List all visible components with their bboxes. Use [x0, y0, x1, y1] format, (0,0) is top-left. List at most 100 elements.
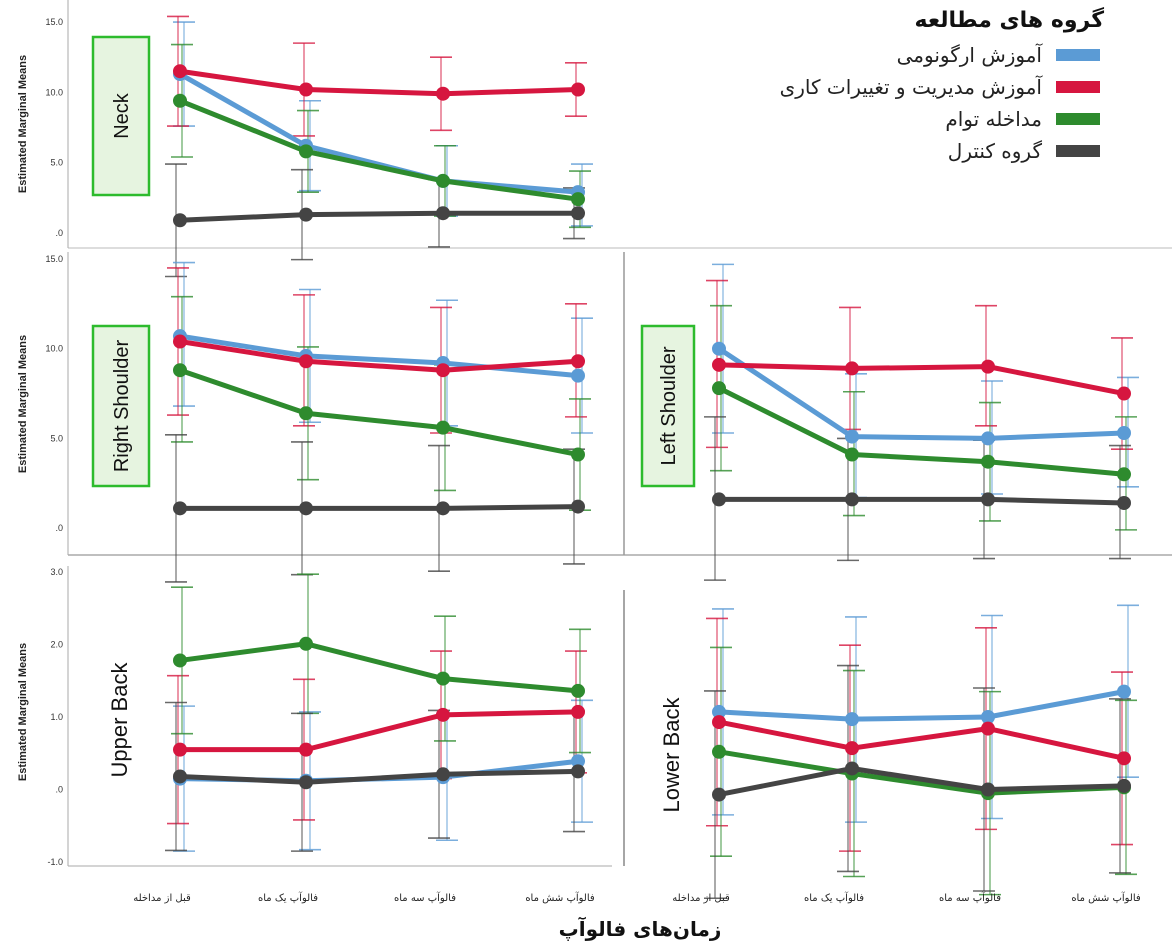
data-point-control — [1117, 495, 1131, 510]
data-point-control — [299, 501, 313, 516]
y-tick-label: -1.0 — [47, 857, 63, 867]
data-point-ergonomics — [981, 431, 995, 446]
data-point-management — [299, 354, 313, 369]
data-point-ergonomics — [712, 704, 726, 719]
data-point-combined — [712, 381, 726, 396]
chart-panel-left-shoulder: Left Shoulder — [640, 263, 1139, 581]
series-line-control — [719, 496, 1125, 506]
y-axis-title: Estimated Marginal Means — [17, 55, 29, 193]
data-point-management — [436, 707, 450, 722]
chart-panel-neck: 15.0 10.0 5.0 .0 Neck — [45, 15, 593, 278]
data-point-control — [436, 501, 450, 516]
panel-title: Right Shoulder — [111, 340, 133, 473]
data-point-control — [712, 787, 726, 802]
series-line-management — [180, 709, 579, 753]
legend-title: گروه های مطالعه — [914, 8, 1104, 33]
chart-panel-upper-back: 3.0 2.0 1.0 .0 -1.0 Upper Back — [47, 567, 593, 867]
series-line-ergonomics — [718, 689, 1125, 722]
data-point-combined — [571, 683, 585, 698]
data-point-combined — [173, 93, 187, 108]
data-point-management — [571, 354, 585, 369]
data-point-control — [173, 213, 187, 228]
series-line-management — [718, 362, 1125, 396]
y-tick-label: 10.0 — [45, 344, 63, 354]
data-point-ergonomics — [845, 712, 859, 727]
data-point-management — [173, 742, 187, 757]
data-point-ergonomics — [981, 710, 995, 724]
y-tick-label: 1.0 — [50, 712, 63, 722]
legend-item-combined: مداخله توام — [690, 103, 1100, 135]
data-point-control — [712, 492, 726, 507]
panel-label-box — [91, 35, 151, 197]
legend-label: مداخله توام — [945, 107, 1042, 131]
data-point-management — [299, 82, 313, 97]
legend-item-ergonomics: آموزش ارگونومی — [690, 39, 1100, 71]
data-point-control — [571, 764, 585, 779]
series-line-ergonomics — [717, 346, 1125, 441]
data-point-management — [436, 86, 450, 101]
x-axis-title: زمان‌های فالوآپ — [559, 916, 722, 941]
series-line-control — [718, 765, 1125, 798]
x-tick-label: فالوآپ شش ماه — [525, 891, 595, 904]
data-point-management — [845, 361, 859, 376]
data-point-ergonomics — [571, 754, 585, 769]
legend-label: آموزش مدیریت و تغییرات کاری — [779, 75, 1042, 99]
data-point-control — [436, 206, 450, 221]
data-point-management — [1117, 751, 1131, 766]
data-point-combined — [981, 454, 995, 469]
series-line-combined — [179, 641, 579, 694]
y-tick-label: 5.0 — [50, 158, 63, 168]
data-point-management — [173, 64, 187, 79]
data-point-management — [981, 721, 995, 736]
x-tick-label: قبل از مداخله — [133, 893, 191, 904]
data-point-combined — [436, 173, 450, 188]
y-tick-label: .0 — [55, 228, 63, 238]
data-point-control — [571, 499, 585, 514]
data-point-combined — [436, 671, 450, 686]
data-point-management — [436, 363, 450, 378]
data-point-management — [1117, 386, 1131, 401]
data-point-control — [1117, 778, 1131, 793]
data-point-control — [981, 492, 995, 507]
panel-title: Left Shoulder — [658, 346, 680, 465]
data-point-management — [712, 715, 726, 730]
series-line-combined — [179, 98, 579, 202]
data-point-control — [845, 761, 859, 776]
data-point-ergonomics — [1117, 426, 1131, 441]
series-line-control — [180, 504, 579, 511]
x-tick-label: فالوآپ شش ماه — [1071, 891, 1141, 904]
y-axis-title: Estimated Marginal Means — [17, 335, 29, 473]
data-point-combined — [712, 744, 726, 759]
series-line-control — [179, 768, 579, 785]
data-point-control — [173, 501, 187, 516]
data-point-ergonomics — [712, 341, 726, 356]
legend-swatch — [1056, 113, 1100, 125]
y-axis-title: Estimated Marginal Means — [17, 643, 29, 781]
legend-swatch — [1056, 81, 1100, 93]
data-point-combined — [1117, 467, 1131, 482]
series-line-management — [718, 719, 1125, 761]
panel-label-box — [91, 324, 151, 488]
data-point-management — [845, 741, 859, 756]
data-point-management — [571, 704, 585, 719]
series-line-combined — [718, 749, 1125, 796]
data-point-management — [173, 334, 187, 349]
y-tick-label: 2.0 — [50, 640, 63, 650]
data-point-management — [981, 359, 995, 374]
x-tick-label: فالوآپ یک ماه — [804, 891, 864, 904]
data-point-combined — [436, 420, 450, 435]
data-point-control — [571, 206, 585, 221]
data-point-ergonomics — [1117, 684, 1131, 699]
series-line-management — [179, 339, 579, 373]
y-tick-label: .0 — [55, 785, 63, 795]
series-line-ergonomics — [178, 71, 579, 195]
data-point-control — [981, 782, 995, 797]
y-tick-label: 15.0 — [45, 17, 63, 27]
y-tick-label: 5.0 — [50, 433, 63, 443]
x-tick-label: قبل از مداخله — [672, 893, 730, 904]
data-point-ergonomics — [571, 368, 585, 383]
y-tick-label: 15.0 — [45, 254, 63, 264]
y-tick-label: 3.0 — [50, 567, 63, 577]
data-point-management — [299, 742, 313, 757]
data-point-control — [173, 769, 187, 784]
